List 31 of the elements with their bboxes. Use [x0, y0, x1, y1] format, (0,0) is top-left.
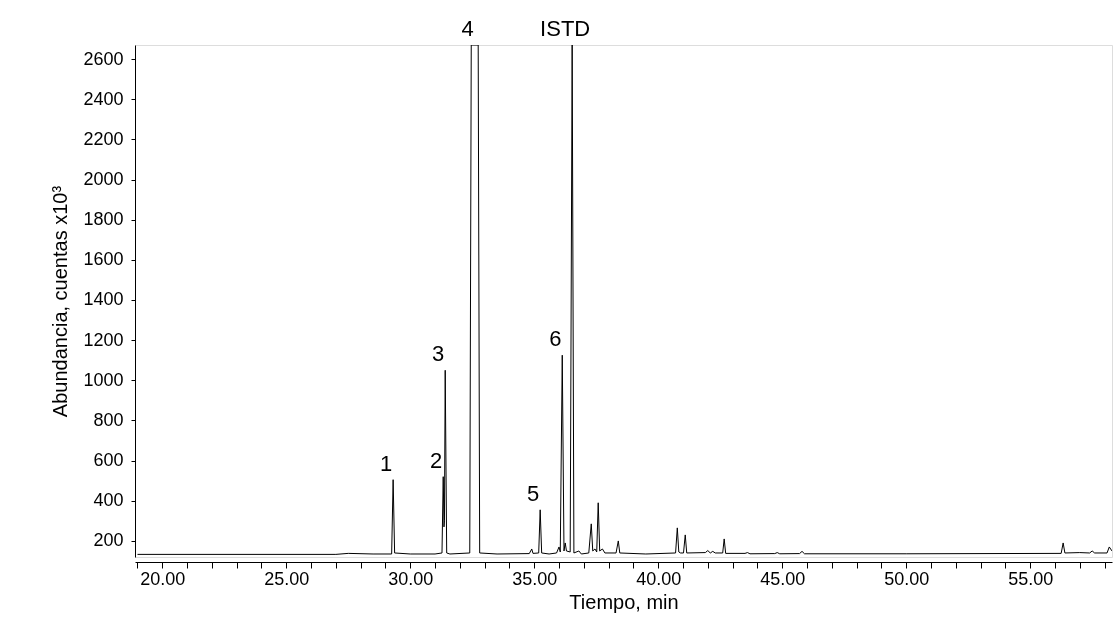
- x-axis-title: Tiempo, min: [569, 590, 679, 613]
- y-tick-label: 800: [93, 409, 124, 430]
- annotation: ISTD: [540, 16, 591, 41]
- y-tick-label: 1000: [83, 369, 124, 390]
- x-tick-label: 30.00: [388, 568, 434, 589]
- y-tick-label: 1800: [83, 209, 124, 230]
- x-tick-label: 40.00: [636, 568, 682, 589]
- x-tick-label: 25.00: [264, 568, 310, 589]
- annotation: 4: [461, 16, 474, 41]
- y-tick-label: 2600: [83, 48, 124, 69]
- annotation: 1: [380, 450, 393, 476]
- y-tick-label: 2000: [83, 169, 124, 190]
- y-tick-label: 1400: [83, 289, 124, 310]
- annotation: 6: [549, 326, 562, 352]
- y-tick-label: 400: [93, 490, 124, 511]
- y-tick-label: 2400: [83, 88, 124, 109]
- x-tick-label: 35.00: [512, 568, 558, 589]
- y-tick-label: 1200: [83, 329, 124, 350]
- x-tick-label: 50.00: [884, 568, 930, 589]
- annotation: 5: [527, 480, 540, 506]
- line-series: [136, 45, 1112, 555]
- y-tick-label: 2200: [83, 128, 124, 149]
- x-tick-label: 55.00: [1008, 568, 1054, 589]
- y-tick-label: 200: [93, 530, 124, 551]
- annotation: 2: [430, 447, 443, 473]
- y-tick-label: 1600: [83, 249, 124, 270]
- annotation: 3: [432, 341, 445, 367]
- x-tick-label: 45.00: [760, 568, 806, 589]
- y-tick-label: 600: [93, 450, 124, 471]
- y-axis-title: Abundancia, cuentas x10³: [49, 185, 72, 418]
- x-tick-label: 20.00: [140, 568, 186, 589]
